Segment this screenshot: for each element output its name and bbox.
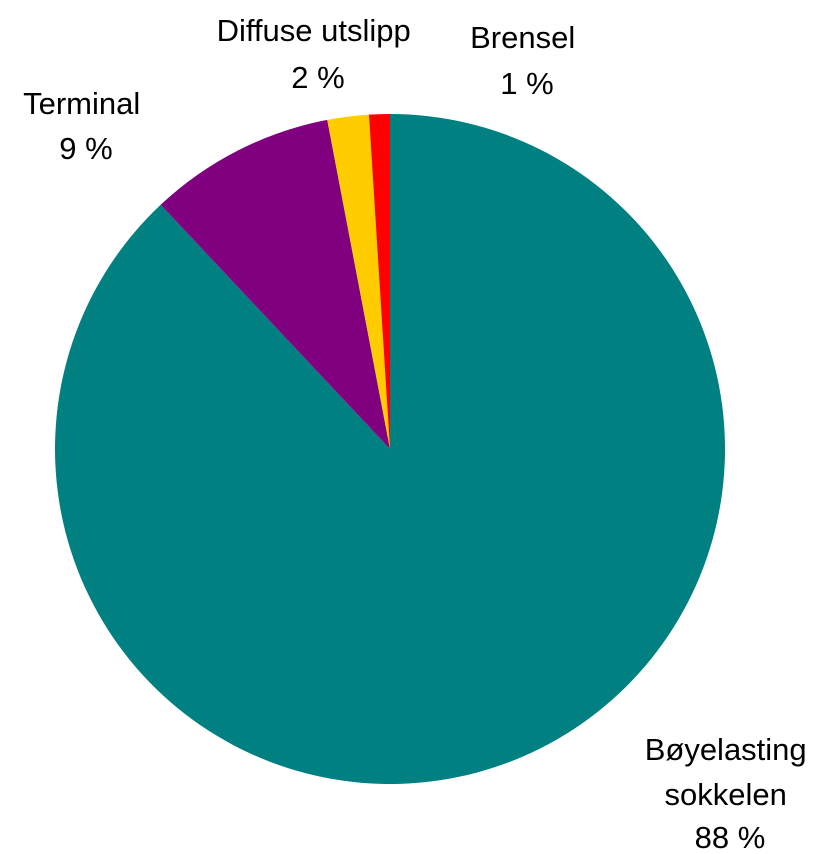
slice-label-terminal: Terminal 9 % <box>23 86 149 166</box>
slice-diffuse-utslipp <box>327 114 390 449</box>
slice-brensel <box>368 114 390 449</box>
pie-slices <box>55 114 726 784</box>
slice-label-diffuse-utslipp: Diffuse utslipp 2 % <box>217 13 420 95</box>
slice-boyelasting <box>55 114 726 784</box>
slice-label-boyelasting: Bøyelasting sokkelen 88 % <box>645 732 816 854</box>
slice-terminal <box>160 119 390 450</box>
slice-label-brensel: Brensel 1 % <box>470 20 584 101</box>
